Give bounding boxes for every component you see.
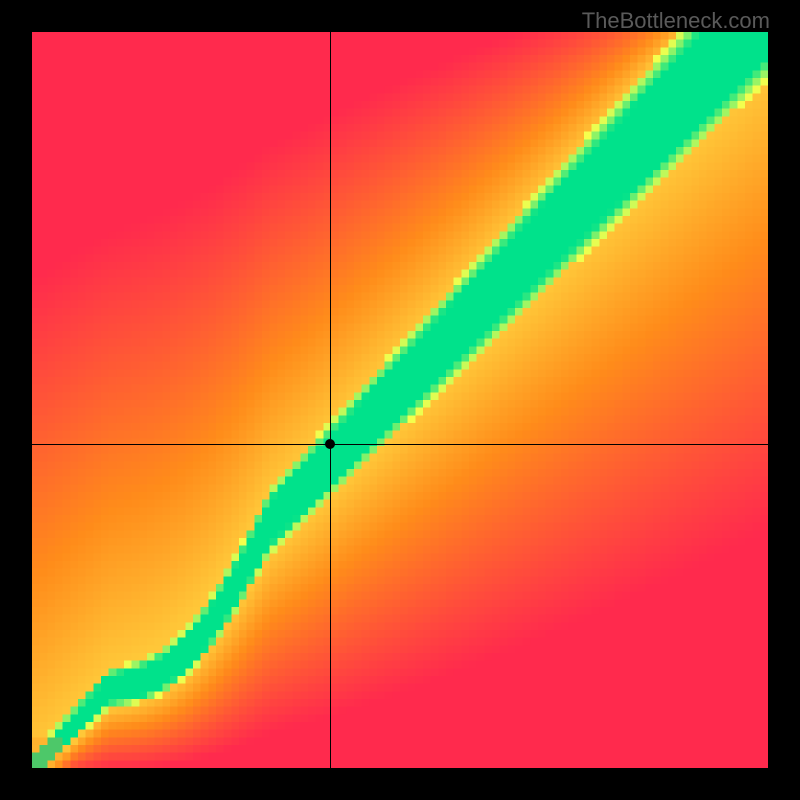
crosshair-vertical xyxy=(330,32,331,768)
heatmap-canvas xyxy=(32,32,768,768)
crosshair-horizontal xyxy=(32,444,768,445)
heatmap-plot xyxy=(32,32,768,768)
watermark-text: TheBottleneck.com xyxy=(582,8,770,34)
crosshair-marker xyxy=(325,439,335,449)
